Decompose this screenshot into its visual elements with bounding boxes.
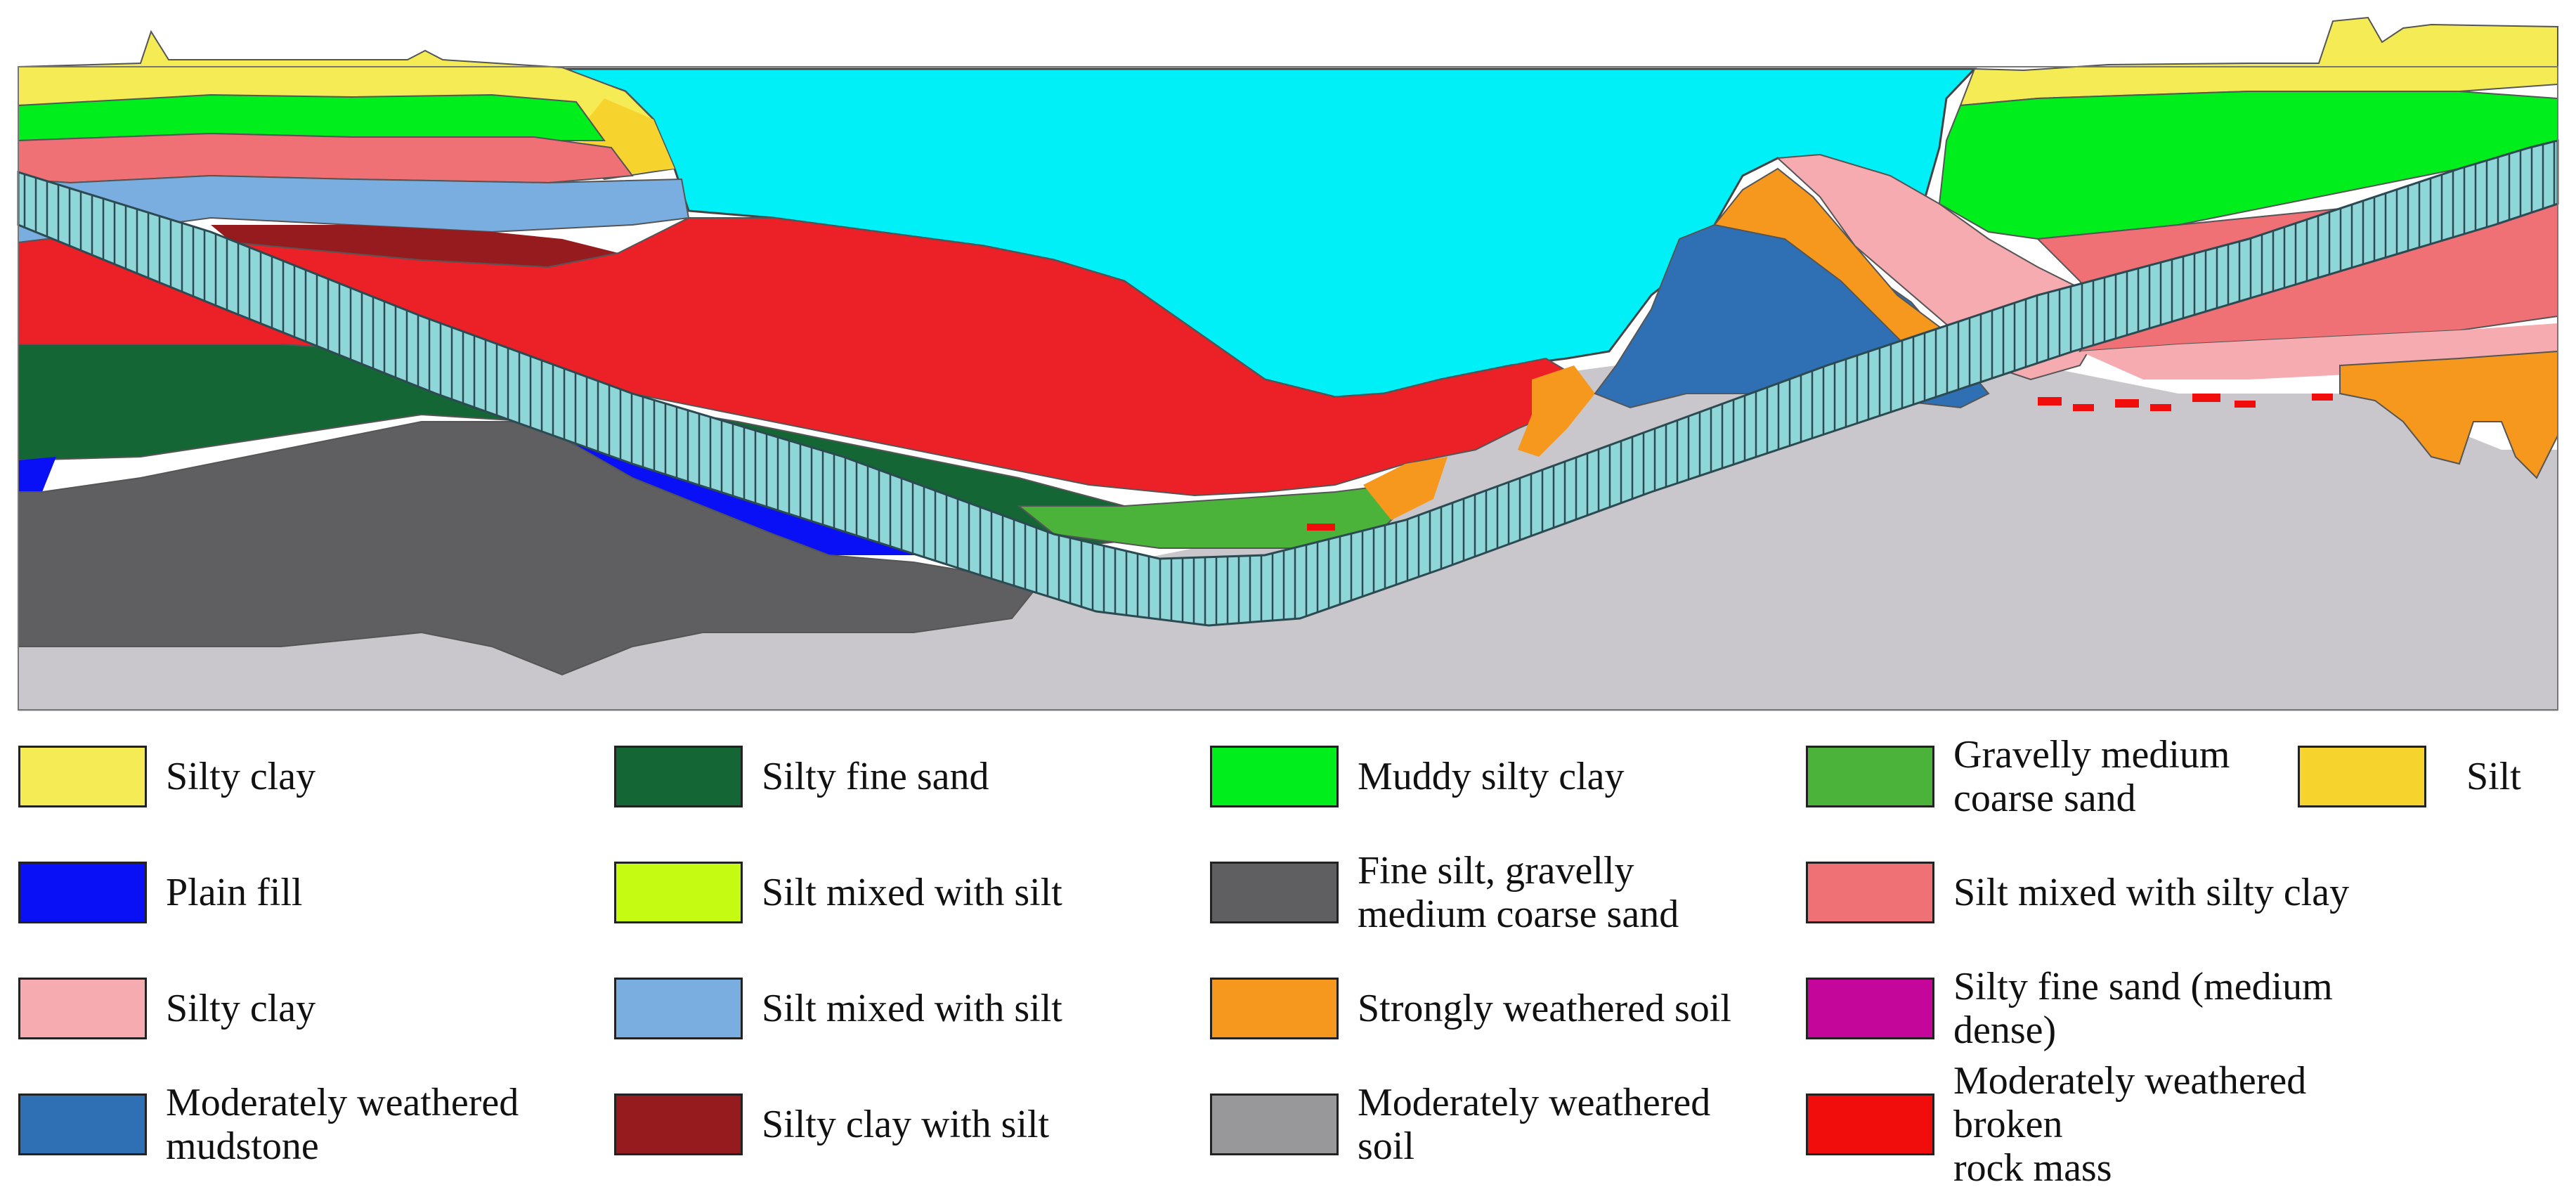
legend-label: Silty clay	[166, 987, 316, 1030]
legend-swatch	[614, 862, 743, 923]
legend-label: Silty fine sand	[762, 755, 989, 798]
left-muddy-silty-clay	[18, 93, 606, 142]
legend-label: Gravelly medium coarse sand	[1953, 733, 2230, 820]
legend-swatch	[614, 746, 743, 807]
legend-swatch	[1210, 746, 1339, 807]
legend-label: Strongly weathered soil	[1358, 987, 1731, 1030]
legend-swatch	[18, 746, 147, 807]
legend: Silty clay Silty fine sand Muddy silty cla…	[0, 717, 2576, 1194]
legend-label: Silt mixed with silt	[762, 871, 1062, 914]
legend-label: Muddy silty clay	[1358, 755, 1625, 798]
legend-swatch	[1806, 1094, 1934, 1155]
geological-cross-section	[17, 16, 2559, 711]
bedrock-layer	[18, 365, 2558, 618]
legend-swatch	[18, 862, 147, 923]
legend-label: Silt mixed with silt	[762, 987, 1062, 1030]
legend-label: Silt	[2466, 755, 2521, 798]
legend-swatch	[1806, 862, 1934, 923]
legend-label: Silty fine sand (medium dense)	[1953, 965, 2333, 1052]
strongly-weathered-soil-valley	[1363, 457, 1448, 520]
left-silty-clay-with-silt	[211, 225, 618, 267]
legend-label: Silt mixed with silty clay	[1953, 871, 2350, 914]
legend-swatch	[1806, 746, 1934, 807]
legend-label: Moderately weathered mudstone	[166, 1081, 519, 1168]
legend-swatch	[18, 978, 147, 1039]
left-silt-mixed-silty-clay	[18, 132, 634, 184]
legend-swatch	[18, 1094, 147, 1155]
legend-swatch	[1210, 978, 1339, 1039]
legend-label: Silty clay	[166, 755, 316, 798]
plain-fill	[18, 457, 56, 492]
legend-swatch	[1806, 978, 1934, 1039]
legend-label: Silty clay with silt	[762, 1103, 1050, 1146]
legend-label: Moderately weathered soil	[1358, 1081, 1711, 1168]
legend-swatch	[2298, 746, 2426, 807]
legend-label: Moderately weathered broken rock mass	[1953, 1059, 2307, 1190]
legend-swatch	[1210, 862, 1339, 923]
strongly-weathered-soil-mid	[1518, 365, 1595, 457]
legend-swatch	[614, 1094, 743, 1155]
legend-swatch	[1210, 1094, 1339, 1155]
legend-label: Fine silt, gravelly medium coarse sand	[1358, 849, 1679, 936]
legend-label: Plain fill	[166, 871, 303, 914]
legend-swatch	[614, 978, 743, 1039]
